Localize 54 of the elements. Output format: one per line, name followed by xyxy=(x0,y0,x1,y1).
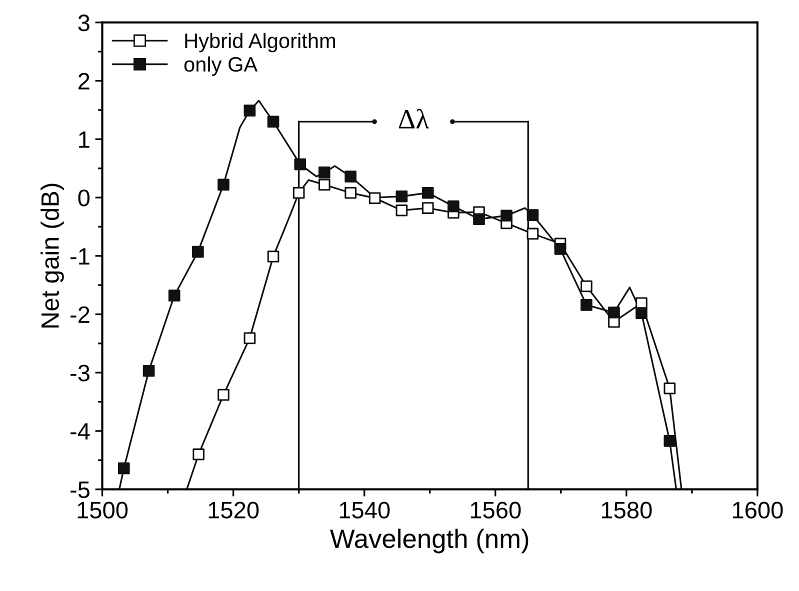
y-tick-label: -4 xyxy=(70,423,90,440)
x-tick-label: 1600 xyxy=(732,502,783,518)
point xyxy=(118,462,130,474)
x-tick-label: 1580 xyxy=(602,502,652,518)
point xyxy=(294,158,306,170)
point xyxy=(396,190,408,202)
point xyxy=(192,448,204,460)
y-axis-title: Net gain (dB) xyxy=(40,184,64,328)
point xyxy=(218,178,230,191)
point xyxy=(580,299,592,311)
y-tick-label: -1 xyxy=(70,248,90,264)
point xyxy=(344,186,356,199)
point xyxy=(267,250,280,262)
y-tick-label: 1 xyxy=(79,131,90,148)
point xyxy=(636,307,648,320)
point xyxy=(526,228,539,240)
point xyxy=(368,192,381,204)
y-tick-label: -5 xyxy=(70,482,90,498)
x-tick-label: 1560 xyxy=(470,502,521,518)
y-tick-label: 2 xyxy=(78,72,90,90)
point xyxy=(526,209,539,221)
point xyxy=(580,280,592,292)
point xyxy=(448,200,460,212)
point xyxy=(318,166,330,178)
point xyxy=(192,246,204,258)
point xyxy=(318,178,330,191)
point xyxy=(500,210,512,222)
point xyxy=(422,186,434,199)
y-tick-label: -3 xyxy=(70,364,90,382)
x-axis-title: Wavelength (nm) xyxy=(330,528,528,554)
x-tick-label: 1540 xyxy=(340,502,390,518)
point xyxy=(244,332,256,344)
x-tick-label: 1500 xyxy=(78,502,128,518)
legend-label: only GA xyxy=(184,56,258,76)
annotation: Δλ xyxy=(398,108,429,128)
point xyxy=(664,434,676,447)
point xyxy=(267,116,280,128)
y-tick-label: -2 xyxy=(70,306,90,323)
point xyxy=(244,104,256,116)
x-tick-label: 1520 xyxy=(208,502,259,518)
point xyxy=(664,382,676,394)
point xyxy=(168,290,180,302)
point xyxy=(554,242,566,255)
legend-label: Hybrid Algorithm xyxy=(185,32,335,52)
point xyxy=(292,186,305,199)
point xyxy=(396,204,408,216)
point xyxy=(473,213,485,226)
point xyxy=(218,388,230,401)
point xyxy=(422,202,434,214)
y-tick-label: 3 xyxy=(78,14,90,32)
point xyxy=(608,306,620,318)
y-tick-label: 0 xyxy=(78,190,90,206)
point xyxy=(344,170,356,182)
point xyxy=(142,364,155,377)
